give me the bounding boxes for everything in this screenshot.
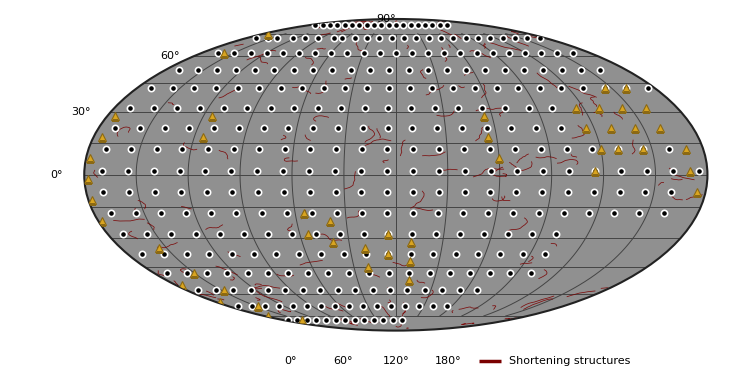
Text: 90°: 90° [376,14,396,24]
Text: 60°: 60° [333,356,353,366]
Text: 0°: 0° [50,170,63,180]
Text: 0°: 0° [284,356,296,366]
Text: 60°: 60° [161,51,180,61]
Text: 120°: 120° [382,356,409,366]
Text: 180°: 180° [435,356,462,366]
Text: Shortening structures: Shortening structures [509,356,630,366]
Text: 30°: 30° [72,107,90,117]
